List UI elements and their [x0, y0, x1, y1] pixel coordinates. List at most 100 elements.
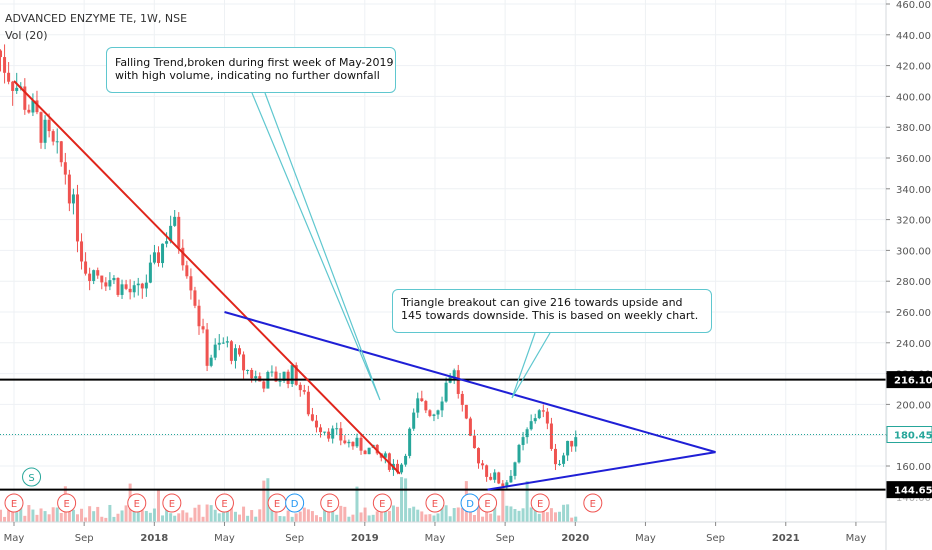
volume-bar — [84, 517, 88, 522]
volume-bar — [250, 510, 254, 522]
volume-bar — [314, 515, 318, 522]
event-marker-label-5: E — [221, 499, 227, 510]
candle-body — [395, 463, 399, 473]
price-tick-label-12: 400.00 — [896, 92, 931, 103]
volume-bar — [533, 505, 537, 522]
volume-bar — [201, 516, 205, 522]
volume-bar — [521, 508, 525, 522]
candle-body — [428, 410, 432, 416]
falling-trend-callout-pointer — [251, 92, 381, 401]
volume-bar — [229, 505, 233, 522]
candle-body — [286, 371, 290, 385]
volume-bar — [120, 510, 124, 522]
volume-bar — [0, 509, 3, 522]
candle-body — [47, 119, 51, 132]
candle-body — [124, 284, 128, 289]
falling-trendline — [13, 80, 401, 475]
candle-body — [541, 410, 545, 412]
volume-bar — [460, 507, 464, 522]
candle-body — [39, 112, 43, 143]
price-tick-label-7: 300.00 — [896, 246, 931, 257]
volume-bar — [161, 515, 165, 522]
volume-bar — [517, 510, 521, 522]
candle-body — [529, 421, 533, 430]
candle-body — [489, 476, 493, 480]
event-marker-10 — [425, 493, 445, 513]
candle-body — [456, 370, 460, 394]
candle-body — [213, 344, 217, 358]
candle-body — [436, 410, 440, 415]
volume-bar — [80, 508, 84, 522]
volume-bar — [375, 511, 379, 522]
event-marker-0 — [4, 493, 24, 513]
candle-body — [205, 329, 209, 366]
volume-bar — [367, 515, 371, 522]
price-tick-label-13: 420.00 — [896, 62, 931, 73]
volume-bar — [233, 511, 237, 522]
volume-bar — [448, 516, 452, 522]
volume-bar — [501, 486, 505, 522]
candle-body — [335, 428, 339, 430]
volume-bar — [549, 508, 553, 522]
candle-body — [314, 420, 318, 428]
candle-body — [468, 418, 472, 436]
candle-body — [71, 194, 75, 204]
volume-bar — [156, 489, 160, 522]
volume-bar — [112, 516, 116, 522]
price-tick-label-4: 240.00 — [896, 339, 931, 350]
volume-bar — [481, 516, 485, 522]
time-axis: May Sep 2018 May Sep 2019 May Sep 2020 May Sep 2021… — [0, 521, 886, 544]
volume-bar — [452, 508, 456, 522]
candle-body — [189, 276, 193, 291]
event-marker-14 — [583, 493, 603, 513]
candle-body — [440, 401, 444, 411]
candle-body — [254, 376, 258, 379]
event-marker-label-2: E — [63, 499, 69, 510]
candle-body — [140, 283, 144, 289]
time-tick-label-11: 2021 — [772, 533, 800, 544]
candle-body — [197, 305, 201, 327]
volume-bar — [136, 509, 140, 522]
price-tick-label-8: 320.00 — [896, 216, 931, 227]
event-marker-4 — [162, 493, 182, 513]
candle-body — [165, 241, 169, 244]
volume-bar — [440, 504, 444, 522]
volume-bar — [71, 509, 75, 522]
candle-body — [416, 398, 420, 413]
event-markers: ESE E E E E D E E E D E E E — [4, 467, 603, 513]
candle-body — [193, 290, 197, 306]
volume-bar — [562, 504, 566, 522]
candle-body — [59, 141, 63, 163]
volume-bar — [262, 480, 266, 522]
candle-body — [233, 348, 237, 361]
volume-bar — [177, 513, 181, 522]
volume-bar — [209, 505, 213, 522]
candle-body — [242, 354, 246, 371]
candle-body — [229, 341, 233, 361]
volume-bar — [351, 514, 355, 522]
volume-bar — [363, 507, 367, 522]
event-marker-12 — [478, 493, 498, 513]
falling-trend-note-line-1: Falling Trend,broken during first week o… — [115, 56, 394, 69]
candle-body — [460, 393, 464, 405]
volume-bar — [310, 511, 314, 522]
volume-bar — [558, 511, 562, 522]
candle-body — [31, 100, 35, 113]
price-tag-resistance — [886, 371, 932, 389]
candle-body — [84, 261, 88, 274]
volume-bar — [383, 508, 387, 522]
price-tick-label-11: 380.00 — [896, 123, 931, 134]
candle-body — [517, 444, 521, 463]
candle-body — [525, 429, 529, 438]
volume-bar — [165, 505, 169, 522]
candle-body — [367, 447, 371, 455]
candle-body — [148, 262, 152, 283]
volume-bar — [246, 515, 250, 522]
volume-bar — [15, 512, 19, 522]
candle-body — [55, 141, 59, 143]
chart-symbol-title: ADVANCED ENZYME TE, 1W, NSE — [5, 12, 188, 25]
falling-trend-callout: Falling Trend,broken during first week o… — [106, 47, 396, 93]
candle-body — [177, 216, 181, 248]
candle-body — [351, 441, 355, 447]
